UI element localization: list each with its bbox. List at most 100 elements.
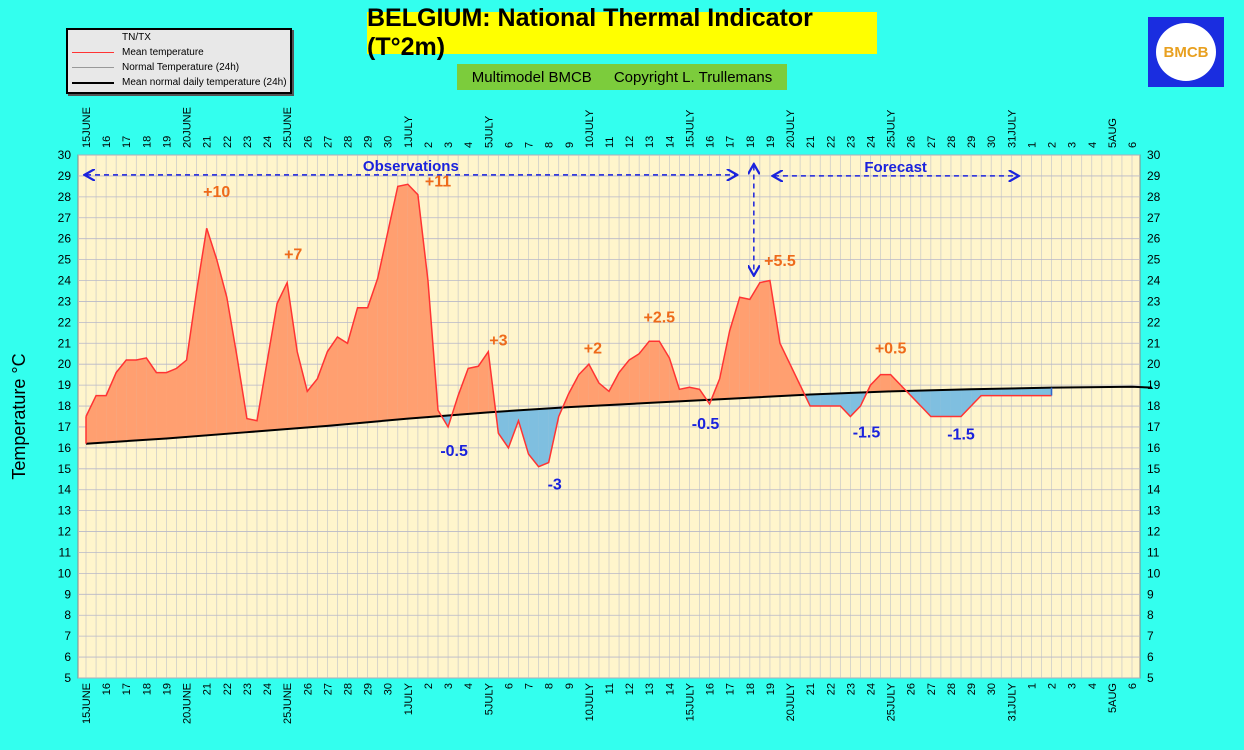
anomaly-area <box>578 364 589 407</box>
x-tick-label-bottom: 22 <box>222 683 234 695</box>
x-tick-label-top: 5AUG <box>1107 118 1119 148</box>
x-tick-label-top: 31JULY <box>1006 109 1018 148</box>
anomaly-area <box>327 337 338 426</box>
anomaly-area <box>538 408 549 467</box>
x-tick-label-bottom: 7 <box>524 683 536 689</box>
x-tick-label-top: 21 <box>805 136 817 148</box>
y-tick-label-left: 25 <box>58 253 72 267</box>
x-tick-label-bottom: 26 <box>906 683 918 695</box>
x-tick-label-top: 20JUNE <box>182 107 194 148</box>
x-tick-label-bottom: 17 <box>725 683 737 695</box>
anomaly-label: +7 <box>284 247 302 264</box>
legend-item-mean-normal: Mean normal daily temperature (24h) <box>72 76 287 89</box>
x-tick-label-top: 23 <box>242 136 254 148</box>
anomaly-area <box>659 341 670 403</box>
anomaly-area <box>1011 388 1022 396</box>
legend-label-tntx: TN/TX <box>122 32 151 43</box>
x-tick-label-bottom: 15JUNE <box>81 683 93 724</box>
anomaly-label: -1.5 <box>947 427 975 444</box>
anomaly-area <box>759 280 770 398</box>
x-tick-label-top: 18 <box>141 136 153 148</box>
anomaly-area <box>136 357 147 441</box>
anomaly-area <box>971 389 982 407</box>
y-tick-label-left: 24 <box>58 274 72 288</box>
anomaly-area <box>317 351 328 427</box>
x-tick-label-bottom: 2 <box>1047 683 1059 689</box>
x-tick-label-top: 9 <box>564 142 576 148</box>
anomaly-area <box>961 389 972 417</box>
anomaly-area <box>629 353 640 404</box>
anomaly-area <box>1031 387 1042 396</box>
anomaly-area <box>880 374 891 392</box>
x-tick-label-top: 4 <box>1087 142 1099 148</box>
anomaly-area <box>910 390 921 407</box>
x-tick-label-top: 3 <box>1067 142 1079 148</box>
x-tick-label-top: 5JULY <box>483 115 495 148</box>
x-tick-label-top: 26 <box>906 136 918 148</box>
x-tick-label-top: 10JULY <box>584 109 596 148</box>
anomaly-area <box>689 387 700 401</box>
anomaly-area <box>126 360 137 442</box>
x-tick-label-bottom: 29 <box>966 683 978 695</box>
y-tick-label-right: 7 <box>1147 629 1154 643</box>
x-tick-label-bottom: 20JULY <box>785 682 797 721</box>
x-tick-label-bottom: 31JULY <box>1006 682 1018 721</box>
x-tick-label-bottom: 5AUG <box>1107 683 1119 713</box>
x-tick-label-bottom: 27 <box>322 683 334 695</box>
x-tick-label-bottom: 28 <box>343 683 355 695</box>
y-tick-label-left: 26 <box>58 232 72 246</box>
x-tick-label-bottom: 4 <box>1087 683 1099 689</box>
x-tick-label-top: 30 <box>986 136 998 148</box>
anomaly-area <box>850 392 861 417</box>
y-tick-label-right: 29 <box>1147 169 1161 183</box>
anomaly-area <box>277 282 288 430</box>
y-tick-label-left: 13 <box>58 504 72 518</box>
anomaly-label: +10 <box>203 184 230 201</box>
x-tick-label-bottom: 23 <box>242 683 254 695</box>
anomaly-area <box>246 418 257 433</box>
anomaly-area <box>287 282 298 430</box>
anomaly-area <box>468 366 479 414</box>
y-tick-label-left: 14 <box>58 483 72 497</box>
x-tick-label-bottom: 16 <box>101 683 113 695</box>
y-tick-label-left: 12 <box>58 525 72 539</box>
anomaly-area <box>397 184 408 420</box>
x-tick-label-bottom: 15JULY <box>684 682 696 721</box>
anomaly-area <box>377 232 388 422</box>
x-tick-label-bottom: 25JUNE <box>282 683 294 724</box>
y-tick-label-right: 30 <box>1147 148 1161 162</box>
x-tick-label-top: 2 <box>1047 142 1059 148</box>
anomaly-area <box>810 394 821 407</box>
anomaly-label: -1.5 <box>853 424 881 441</box>
x-tick-label-bottom: 29 <box>363 683 375 695</box>
anomaly-area <box>719 330 730 400</box>
x-tick-label-bottom: 25JULY <box>886 682 898 721</box>
y-tick-label-right: 10 <box>1147 566 1161 580</box>
x-tick-label-top: 28 <box>343 136 355 148</box>
subtitle-box: Multimodel BMCB Copyright L. Trullemans <box>457 64 787 90</box>
x-tick-label-top: 11 <box>604 137 616 148</box>
series-line-mean-normal <box>85 385 1153 445</box>
legend-item-tntx: TN/TX <box>72 31 151 44</box>
x-tick-label-top: 19 <box>161 136 173 148</box>
x-tick-label-top: 2 <box>423 142 435 148</box>
y-tick-label-right: 15 <box>1147 462 1161 476</box>
anomaly-area <box>890 374 901 392</box>
x-tick-label-top: 3 <box>443 142 455 148</box>
x-tick-label-bottom: 4 <box>463 683 475 689</box>
anomaly-area <box>146 357 157 440</box>
anomaly-label: +5.5 <box>764 253 796 270</box>
x-tick-label-bottom: 6 <box>503 683 515 689</box>
anomaly-area <box>568 374 579 408</box>
y-tick-label-left: 6 <box>64 650 71 664</box>
anomaly-area <box>508 410 519 448</box>
anomaly-area <box>840 392 851 417</box>
x-tick-label-top: 29 <box>363 136 375 148</box>
x-tick-label-bottom: 2 <box>423 683 435 689</box>
x-tick-label-bottom: 19 <box>765 683 777 695</box>
y-tick-label-right: 19 <box>1147 378 1161 392</box>
series-line-mean-temperature <box>85 183 1052 468</box>
y-tick-label-right: 27 <box>1147 211 1161 225</box>
x-tick-label-bottom: 23 <box>845 683 857 695</box>
